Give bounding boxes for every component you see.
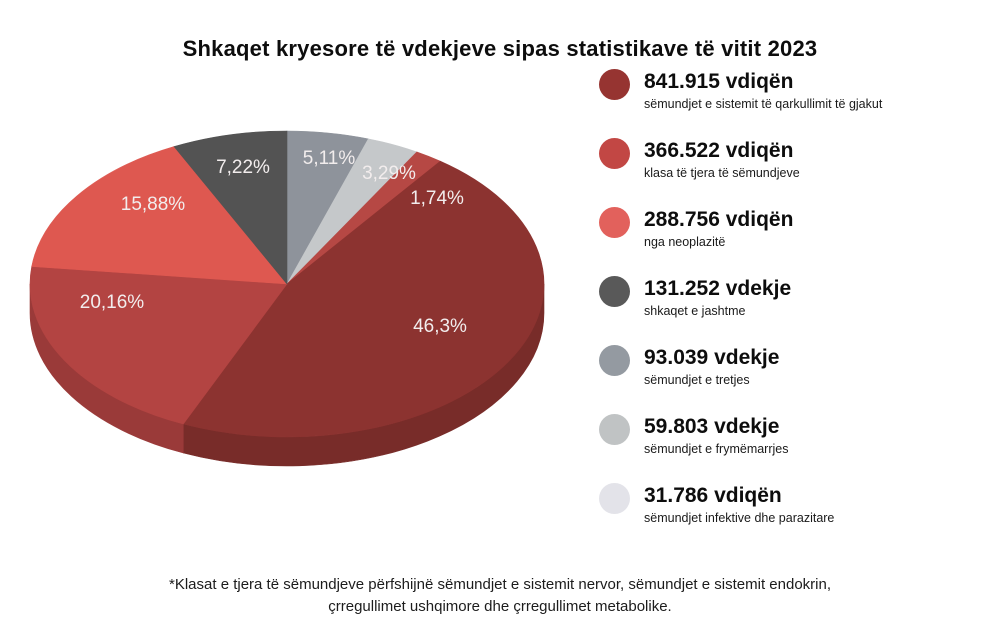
legend-description: sëmundjet e sistemit të qarkullimit të g… <box>644 97 883 111</box>
footnote: *Klasat e tjera të sëmundjeve përfshijnë… <box>0 574 1000 618</box>
legend-description: sëmundjet e frymëmarrjes <box>644 442 789 456</box>
pie-label-3: 46,3% <box>413 316 467 337</box>
legend-description: sëmundjet infektive dhe parazitare <box>644 511 835 525</box>
pie-label-6: 7,22% <box>216 157 270 178</box>
pie-label-1: 3,29% <box>362 163 416 184</box>
legend-swatch <box>599 345 630 376</box>
legend-description: sëmundjet e tretjes <box>644 373 750 387</box>
footnote-line-1: *Klasat e tjera të sëmundjeve përfshijnë… <box>169 576 831 593</box>
legend-item: 841.915 vdiqën sëmundjet e sistemit të q… <box>599 69 989 114</box>
legend-description: nga neoplazitë <box>644 235 726 249</box>
legend-count: 93.039 vdekje <box>644 346 780 369</box>
pie-slice-4 <box>29 266 288 425</box>
pie-label-4: 20,16% <box>80 292 145 313</box>
pie-label-0: 5,11% <box>303 148 356 169</box>
legend-swatch <box>599 276 630 307</box>
pie-label-2: 1,74% <box>410 188 464 209</box>
legend-count: 841.915 vdiqën <box>644 70 794 93</box>
legend-item: 31.786 vdiqën sëmundjet infektive dhe pa… <box>599 483 989 528</box>
legend-count: 366.522 vdiqën <box>644 139 794 162</box>
footnote-line-2: çrregullimet ushqimore dhe çrregullimet … <box>328 598 672 615</box>
legend-item: 366.522 vdiqën klasa të tjera të sëmundj… <box>599 138 989 183</box>
legend-swatch <box>599 138 630 169</box>
legend: 841.915 vdiqën sëmundjet e sistemit të q… <box>599 69 989 553</box>
pie-slice-3 <box>182 160 545 438</box>
legend-swatch <box>599 483 630 514</box>
pie-slice-6 <box>173 130 288 285</box>
pie-label-5: 15,88% <box>121 194 186 215</box>
legend-count: 59.803 vdekje <box>644 415 780 438</box>
legend-item: 288.756 vdiqën nga neoplazitë <box>599 207 989 252</box>
legend-swatch <box>599 69 630 100</box>
legend-description: shkaqet e jashtme <box>644 304 746 318</box>
legend-description: klasa të tjera të sëmundjeve <box>644 166 800 180</box>
pie-slice-5 <box>31 146 288 285</box>
legend-count: 288.756 vdiqën <box>644 208 794 231</box>
chart-title: Shkaqet kryesore të vdekjeve sipas stati… <box>182 35 818 61</box>
legend-item: 93.039 vdekje sëmundjet e tretjes <box>599 345 989 390</box>
legend-swatch <box>599 207 630 238</box>
legend-item: 59.803 vdekje sëmundjet e frymëmarrjes <box>599 414 989 459</box>
legend-count: 131.252 vdekje <box>644 277 792 300</box>
legend-count: 31.786 vdiqën <box>644 484 782 507</box>
legend-swatch <box>599 414 630 445</box>
legend-item: 131.252 vdekje shkaqet e jashtme <box>599 276 989 321</box>
